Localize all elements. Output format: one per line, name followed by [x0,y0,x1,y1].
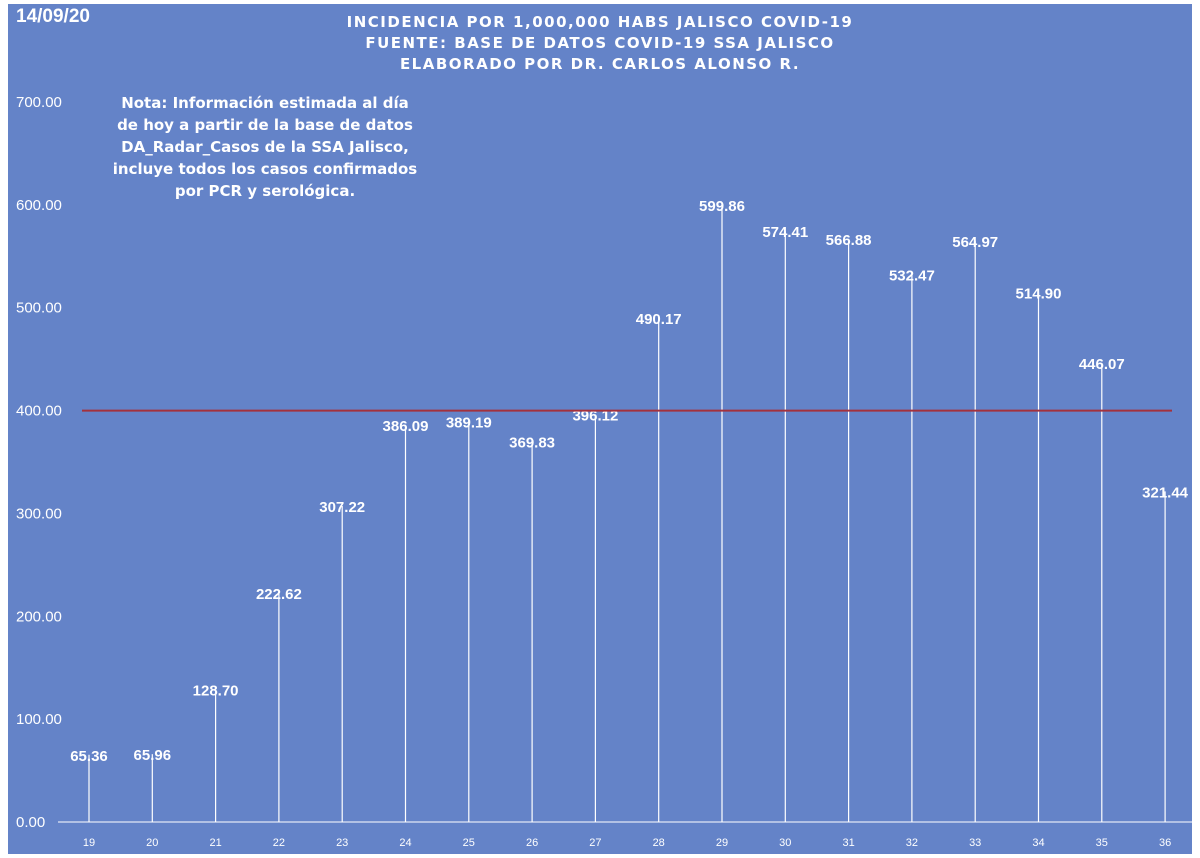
subtitle-source-line: FUENTE: BASE DE DATOS COVID-19 SSA JALIS… [365,34,835,52]
x-tick-label: 20 [146,837,158,849]
x-tick-label: 23 [336,837,348,849]
note-line: de hoy a partir de la base de datos [117,116,413,134]
data-label: 369.83 [509,435,555,452]
note-line: incluye todos los casos confirmados [112,160,418,178]
chart-note: Nota: Información estimada al día de hoy… [100,92,430,202]
data-label: 396.12 [572,408,618,425]
x-tick-label: 24 [399,837,411,849]
data-label: 574.41 [762,224,808,241]
data-label: 566.88 [826,232,872,249]
x-tick-label: 33 [969,837,981,849]
x-tick-label: 30 [779,837,791,849]
subtitle-author-line: ELABORADO POR DR. CARLOS ALONSO R. [399,55,801,73]
data-label: 65.96 [134,747,172,764]
x-tick-label: 34 [1032,837,1044,849]
data-label: 128.70 [193,683,239,700]
y-tick-label: 200.00 [16,608,62,625]
x-tick-label: 28 [653,837,665,849]
x-tick-label: 22 [273,837,285,849]
data-label: 446.07 [1079,356,1125,373]
data-label: 564.97 [952,234,998,251]
note-line: Nota: Información estimada al día [121,94,409,112]
x-tick-label: 32 [906,837,918,849]
data-label: 599.86 [699,198,745,215]
chart-title: INCIDENCIA POR 1,000,000 HABS JALISCO CO… [200,12,1000,75]
data-label: 386.09 [383,418,429,435]
x-tick-label: 31 [842,837,854,849]
y-tick-label: 700.00 [16,94,62,111]
x-tick-label: 27 [589,837,601,849]
y-tick-label: 100.00 [16,711,62,728]
x-tick-label: 26 [526,837,538,849]
x-tick-label: 36 [1159,837,1171,849]
x-tick-label: 21 [209,837,221,849]
x-tick-label: 19 [83,837,95,849]
data-label: 514.90 [1016,285,1062,302]
x-tick-label: 25 [463,837,475,849]
note-line: DA_Radar_Casos de la SSA Jalisco, [121,138,409,156]
y-tick-label: 500.00 [16,300,62,317]
data-label: 490.17 [636,311,682,328]
y-tick-label: 400.00 [16,403,62,420]
date-stamp: 14/09/20 [16,6,90,27]
note-line: por PCR y serológica. [174,182,356,200]
x-tick-label: 29 [716,837,728,849]
data-label: 222.62 [256,586,302,603]
title-line: INCIDENCIA POR 1,000,000 HABS JALISCO CO… [346,13,854,31]
data-label: 65.36 [70,748,108,765]
y-tick-label: 600.00 [16,197,62,214]
x-tick-label: 35 [1096,837,1108,849]
data-label: 532.47 [889,267,935,284]
data-label: 307.22 [319,499,365,516]
data-label: 321.44 [1142,484,1189,501]
y-tick-label: 300.00 [16,505,62,522]
y-tick-label: 0.00 [16,814,45,831]
data-label: 389.19 [446,415,492,432]
chart-area [8,4,1192,854]
